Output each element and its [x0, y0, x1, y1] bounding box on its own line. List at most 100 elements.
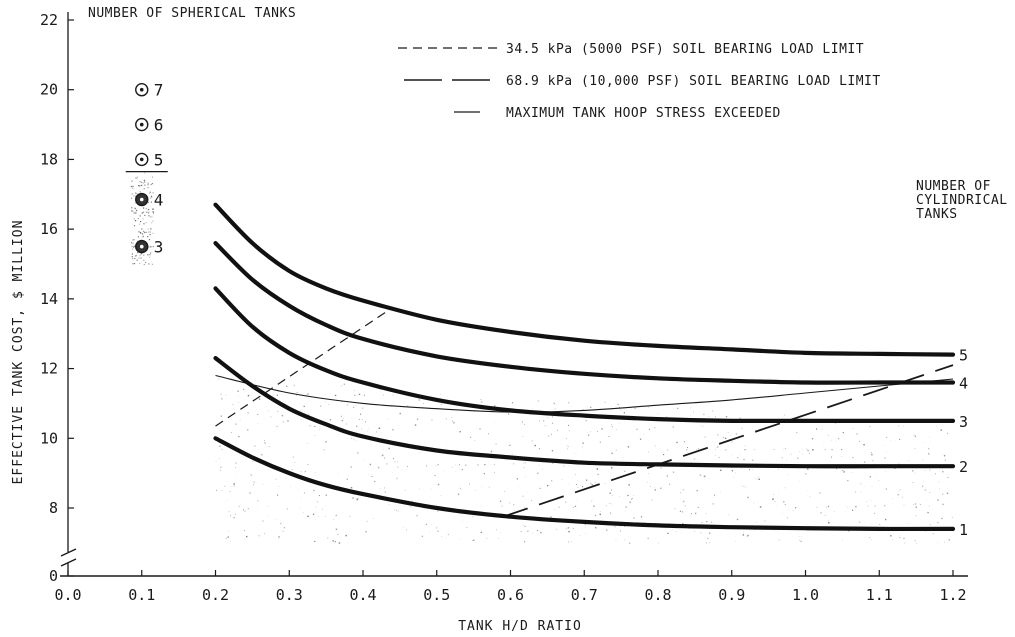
noise-speck: [778, 530, 779, 532]
noise-speck: [516, 478, 518, 480]
noise-speck: [318, 494, 321, 497]
noise-speck: [304, 470, 307, 473]
noise-speck: [565, 528, 567, 530]
noise-speck: [397, 425, 399, 426]
noise-speck: [742, 534, 745, 536]
noise-speck: [703, 413, 705, 416]
spherical-shade-speck: [140, 184, 142, 187]
noise-speck: [238, 505, 241, 508]
noise-speck: [758, 478, 761, 481]
noise-speck: [916, 452, 917, 453]
noise-speck: [376, 431, 378, 433]
spherical-shade-speck: [149, 234, 151, 236]
noise-speck: [700, 475, 702, 477]
noise-speck: [615, 539, 617, 540]
noise-speck: [318, 429, 320, 431]
noise-speck: [551, 480, 553, 482]
spherical-shade-speck: [144, 214, 146, 217]
noise-speck: [551, 450, 554, 452]
noise-speck: [709, 532, 711, 534]
noise-speck: [380, 487, 381, 489]
noise-speck: [406, 529, 407, 531]
noise-speck: [507, 413, 510, 415]
noise-speck: [871, 485, 873, 487]
noise-speck: [451, 416, 453, 418]
noise-speck: [914, 472, 916, 474]
noise-speck: [542, 420, 545, 422]
noise-speck: [296, 394, 297, 396]
noise-speck: [479, 428, 481, 430]
noise-speck: [841, 456, 843, 457]
noise-speck: [784, 448, 787, 450]
noise-speck: [419, 488, 420, 490]
noise-speck: [929, 505, 930, 507]
noise-speck: [778, 539, 780, 541]
noise-speck: [831, 449, 833, 451]
noise-speck: [359, 413, 362, 415]
noise-speck: [942, 471, 944, 473]
noise-speck: [744, 449, 746, 451]
noise-speck: [229, 491, 231, 493]
noise-speck: [835, 423, 837, 425]
spherical-point-dot-3: [139, 244, 144, 249]
noise-speck: [605, 483, 606, 484]
noise-speck: [568, 430, 570, 432]
noise-speck: [440, 495, 442, 496]
noise-speck: [942, 503, 944, 506]
noise-speck: [292, 456, 295, 458]
noise-speck: [573, 506, 574, 508]
noise-speck: [869, 426, 871, 428]
noise-speck: [527, 530, 529, 532]
y-tick-label: 18: [40, 150, 58, 168]
noise-speck: [513, 504, 515, 506]
noise-speck: [745, 486, 747, 488]
spherical-shade-speck: [138, 185, 140, 187]
spherical-shade-speck: [150, 195, 153, 197]
noise-speck: [563, 465, 565, 467]
noise-speck: [608, 435, 610, 438]
y-tick-label: 20: [40, 81, 58, 99]
noise-speck: [611, 452, 613, 455]
noise-speck: [643, 434, 644, 436]
noise-speck: [484, 464, 486, 466]
noise-speck: [394, 461, 396, 463]
noise-speck: [862, 444, 864, 446]
noise-speck: [387, 418, 389, 420]
noise-speck: [811, 438, 814, 440]
noise-speck: [731, 454, 733, 456]
noise-speck: [445, 442, 447, 444]
cylindrical-title: NUMBER OF CYLINDRICAL TANKS: [916, 179, 1007, 222]
noise-speck: [716, 446, 719, 448]
noise-speck: [611, 424, 612, 425]
noise-speck: [684, 505, 686, 507]
noise-speck: [622, 457, 624, 459]
spherical-shade-speck: [135, 255, 137, 257]
spherical-shade-speck: [144, 261, 147, 264]
noise-speck: [927, 447, 930, 450]
noise-speck: [799, 539, 801, 541]
y-axis-break-mark-1: [60, 548, 77, 557]
noise-speck: [773, 449, 775, 450]
noise-speck: [824, 514, 826, 516]
noise-speck: [908, 460, 909, 461]
noise-speck: [682, 500, 685, 503]
noise-speck: [730, 434, 731, 436]
noise-speck: [772, 498, 774, 501]
spherical-shade-speck: [152, 212, 154, 214]
noise-speck: [452, 420, 454, 422]
spherical-shade-speck: [142, 182, 144, 184]
spherical-shade-speck: [147, 236, 149, 238]
noise-speck: [821, 428, 823, 430]
noise-speck: [268, 410, 270, 412]
noise-speck: [404, 490, 406, 491]
noise-speck: [437, 464, 439, 466]
limit-lines: [215, 307, 954, 518]
noise-speck: [606, 529, 608, 531]
noise-speck: [294, 462, 296, 463]
noise-speck: [280, 522, 282, 525]
noise-speck: [858, 441, 860, 442]
noise-speck: [827, 434, 829, 436]
spherical-shade-speck: [133, 212, 135, 214]
noise-speck: [335, 528, 338, 531]
noise-speck: [610, 467, 613, 469]
